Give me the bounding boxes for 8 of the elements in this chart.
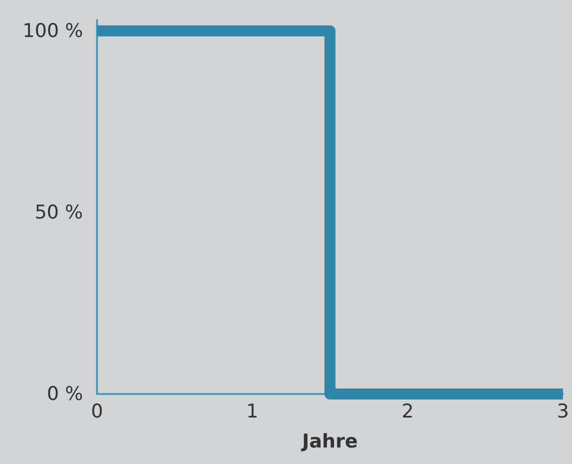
x-tick-label: 2 [402,400,414,422]
y-tick-label: 50 % [34,201,83,224]
y-tick-label: 100 % [22,20,83,42]
x-tick-label: 1 [246,400,258,422]
x-tick-label: 3 [556,400,570,422]
x-tick-label: 0 [90,400,104,422]
x-axis-title: Jahre [300,430,358,452]
y-tick-label: 0 % [46,383,83,405]
